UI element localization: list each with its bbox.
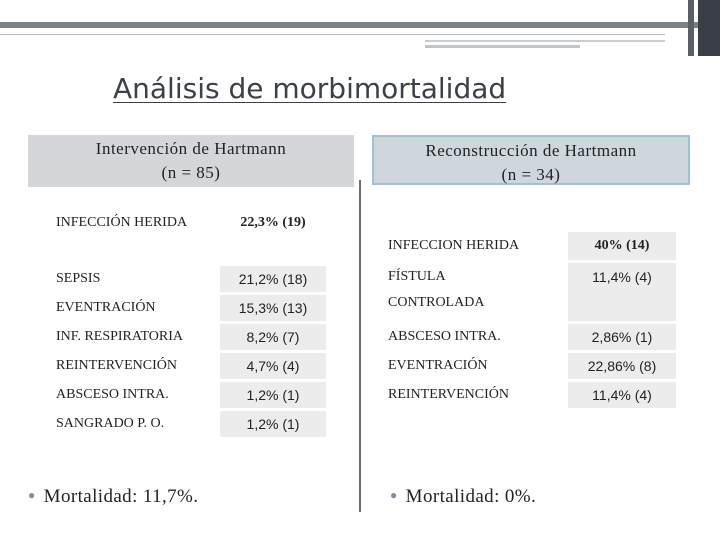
column-divider xyxy=(359,180,361,512)
table-row: SANGRADO P. O. 1,2% (1) xyxy=(52,411,326,437)
table-cell-value: 1,2% (1) xyxy=(220,411,326,437)
bullet-icon: ● xyxy=(28,488,36,502)
table-row: INF. RESPIRATORIA 8,2% (7) xyxy=(52,324,326,350)
slide-title: Análisis de morbimortalidad xyxy=(113,72,507,105)
left-heading-count: (n = 85) xyxy=(161,163,221,182)
right-heading-box: Reconstrucción de Hartmann (n = 34) xyxy=(372,135,690,185)
top-decorative-bar xyxy=(0,22,698,28)
table-cell-value: 1,2% (1) xyxy=(220,382,326,408)
table-cell-value: 40% (14) xyxy=(568,232,676,260)
table-cell-label: REINTERVENCIÓN xyxy=(52,353,220,379)
right-mortality-text: Mortalidad: 0%. xyxy=(405,486,537,507)
table-cell-value: 15,3% (13) xyxy=(220,295,326,321)
table-cell-label: SANGRADO P. O. xyxy=(52,411,220,437)
table-row: SEPSIS 21,2% (18) xyxy=(52,266,326,292)
table-cell-label: EVENTRACIÓN xyxy=(52,295,220,321)
left-heading-box: Intervención de Hartmann (n = 85) xyxy=(28,135,354,187)
right-heading-count: (n = 34) xyxy=(501,165,561,184)
table-row: INFECCION HERIDA 40% (14) xyxy=(384,232,676,260)
top-decorative-strip xyxy=(688,0,694,56)
bullet-icon: ● xyxy=(390,488,398,502)
table-cell-label: ABSCESO INTRA. xyxy=(384,324,568,350)
right-mortality-bullet: ● Mortalidad: 0%. xyxy=(390,486,536,508)
table-cell-label: INFECCION HERIDA xyxy=(384,232,568,260)
table-row: EVENTRACIÓN 15,3% (13) xyxy=(52,295,326,321)
table-cell-value: 22,3% (19) xyxy=(220,209,326,263)
table-cell-label-line1: FÍSTULA xyxy=(388,269,446,284)
table-cell-value: 21,2% (18) xyxy=(220,266,326,292)
left-morbidity-table: INFECCIÓN HERIDA 22,3% (19) SEPSIS 21,2%… xyxy=(52,206,326,440)
left-mortality-bullet: ● Mortalidad: 11,7%. xyxy=(28,486,198,508)
right-heading-title: Reconstrucción de Hartmann xyxy=(425,141,637,160)
table-cell-label: EVENTRACIÓN xyxy=(384,353,568,379)
table-row: ABSCESO INTRA. 2,86% (1) xyxy=(384,324,676,350)
table-cell-label: REINTERVENCIÓN xyxy=(384,382,568,408)
top-thin-line-2 xyxy=(425,40,665,42)
table-cell-label: FÍSTULA CONTROLADA xyxy=(384,263,568,321)
top-thin-line xyxy=(0,34,665,35)
table-row: REINTERVENCIÓN 11,4% (4) xyxy=(384,382,676,408)
table-cell-value: 8,2% (7) xyxy=(220,324,326,350)
left-mortality-text: Mortalidad: 11,7%. xyxy=(43,486,199,507)
table-cell-label: INF. RESPIRATORIA xyxy=(52,324,220,350)
table-cell-label: INFECCIÓN HERIDA xyxy=(52,209,220,263)
table-row: REINTERVENCIÓN 4,7% (4) xyxy=(52,353,326,379)
table-row: INFECCIÓN HERIDA 22,3% (19) xyxy=(52,209,326,263)
table-cell-value: 11,4% (4) xyxy=(568,263,676,321)
table-cell-value: 2,86% (1) xyxy=(568,324,676,350)
table-cell-label-line2: CONTROLADA xyxy=(388,295,485,310)
right-morbidity-table: INFECCION HERIDA 40% (14) FÍSTULA CONTRO… xyxy=(384,229,676,411)
table-row: ABSCESO INTRA. 1,2% (1) xyxy=(52,382,326,408)
table-cell-value: 22,86% (8) xyxy=(568,353,676,379)
table-row: EVENTRACIÓN 22,86% (8) xyxy=(384,353,676,379)
top-thin-line-3 xyxy=(425,45,580,48)
table-cell-value: 4,7% (4) xyxy=(220,353,326,379)
left-heading-title: Intervención de Hartmann xyxy=(95,139,287,158)
table-cell-value: 11,4% (4) xyxy=(568,382,676,408)
table-cell-label: ABSCESO INTRA. xyxy=(52,382,220,408)
table-cell-label: SEPSIS xyxy=(52,266,220,292)
top-right-block xyxy=(698,0,720,56)
table-row: FÍSTULA CONTROLADA 11,4% (4) xyxy=(384,263,676,321)
